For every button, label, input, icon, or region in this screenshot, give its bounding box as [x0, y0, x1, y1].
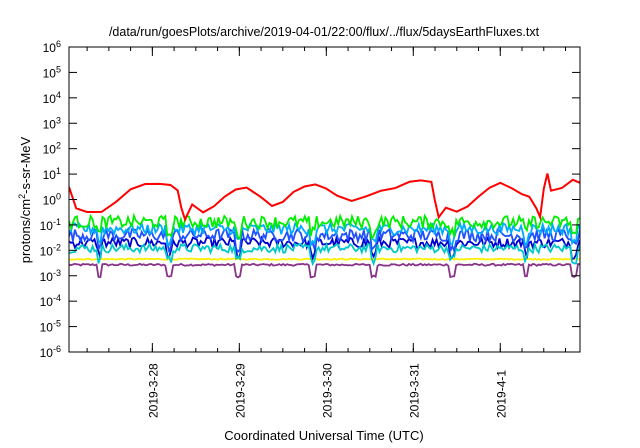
y-tick-label: 106	[43, 39, 61, 55]
y-tick-label: 10-5	[40, 319, 61, 335]
y-tick-label: 103	[43, 115, 61, 131]
y-tick-label: 100	[43, 192, 61, 208]
y-tick-label: 10-3	[40, 268, 61, 284]
flux-series-line	[69, 262, 580, 279]
x-axis: 2019-3-28 2019-3-29 2019-3-30 2019-3-31 2019…	[86, 47, 567, 418]
x-tick-label: 2019-3-28	[146, 363, 160, 418]
flux-series-line	[69, 240, 580, 267]
y-axis: 106 105 104 103 102 101 100 10-1 10-2 10-3 10-4 10-…	[40, 39, 580, 360]
y-tick-label: 105	[43, 64, 61, 80]
y-tick-label: 101	[43, 166, 61, 182]
y-tick-label: 10-6	[40, 344, 61, 360]
y-tick-label: 10-1	[40, 217, 61, 233]
x-tick-label: 2019-4-1	[494, 370, 508, 418]
x-tick-label: 2019-3-30	[320, 363, 334, 418]
y-tick-label: 102	[43, 141, 61, 157]
y-tick-label: 10-4	[40, 293, 61, 309]
flux-series-line	[69, 225, 580, 254]
y-tick-label: 10-2	[40, 242, 61, 258]
x-tick-label: 2019-3-31	[407, 363, 421, 418]
flux-series-line	[69, 234, 580, 262]
chart-title: /data/run/goesPlots/archive/2019-04-01/2…	[109, 25, 540, 39]
plot-frame	[68, 46, 581, 353]
flux-series-line	[69, 173, 580, 223]
plot-area: 106 105 104 103 102 101 100 10-1 10-2 10-3 10-4 10-…	[40, 39, 581, 418]
x-tick-label: 2019-3-29	[233, 363, 247, 418]
y-axis-label: protons/cm2-s-sr-MeV	[17, 136, 33, 263]
x-axis-label: Coordinated Universal Time (UTC)	[224, 428, 423, 443]
flux-series-line	[69, 257, 580, 261]
y-tick-label: 104	[43, 90, 61, 106]
flux-series-line	[69, 212, 580, 241]
